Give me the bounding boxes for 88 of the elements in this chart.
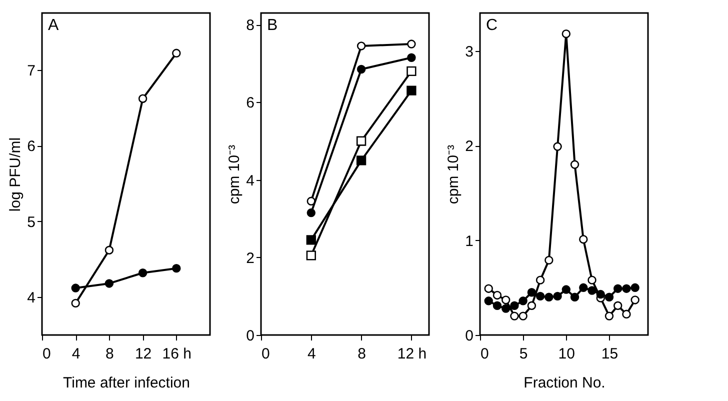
- point: [553, 292, 562, 301]
- point: [622, 284, 631, 293]
- x-tick-label: 12 h: [397, 346, 427, 362]
- y-tick-label: 3: [465, 43, 474, 60]
- point: [622, 310, 631, 319]
- point: [553, 142, 562, 151]
- point: [492, 301, 502, 310]
- point: [306, 208, 316, 218]
- point: [406, 86, 416, 96]
- y-tick-label: 4: [246, 172, 254, 190]
- x-tick-label: 10: [558, 346, 575, 362]
- point: [579, 234, 588, 244]
- point: [596, 290, 605, 299]
- y-tick-label: 0: [465, 328, 474, 344]
- point: [71, 284, 80, 292]
- point: [544, 256, 554, 265]
- point: [570, 160, 580, 169]
- y-tick-label: 6: [27, 138, 36, 156]
- point: [356, 136, 366, 146]
- point: [536, 276, 545, 284]
- point: [562, 29, 571, 38]
- point: [518, 312, 528, 320]
- point: [356, 156, 366, 166]
- y-tick-label: 0: [246, 328, 254, 344]
- point: [306, 235, 316, 245]
- annotation: C: [486, 17, 498, 34]
- y-axis-title: log PFU/ml: [7, 137, 24, 212]
- x-tick-label: 8: [106, 346, 114, 362]
- point: [604, 292, 614, 302]
- x-tick-label: 15: [601, 346, 618, 362]
- y-tick-label: 2: [465, 138, 474, 156]
- x-tick-label: 12: [134, 346, 152, 362]
- point: [501, 304, 510, 313]
- point: [527, 288, 536, 297]
- point: [407, 40, 416, 48]
- point: [407, 53, 416, 62]
- point: [356, 64, 366, 74]
- x-axis-title: Time after infection: [63, 374, 190, 392]
- x-tick-label: 8: [358, 346, 366, 362]
- point: [172, 264, 181, 273]
- point: [604, 312, 614, 320]
- point: [510, 301, 519, 310]
- point: [492, 290, 502, 300]
- x-tick-label: 4: [72, 346, 80, 362]
- y-tick-label: 4: [27, 290, 36, 307]
- point: [588, 276, 596, 284]
- y-axis-title: cpm 10⁻³: [445, 144, 462, 204]
- y-tick-label: 7: [27, 62, 36, 80]
- point: [484, 284, 493, 293]
- y-tick-label: 2: [246, 250, 254, 267]
- point: [104, 246, 114, 254]
- x-tick-label: 0: [42, 346, 51, 362]
- point: [630, 283, 640, 292]
- point: [518, 296, 528, 306]
- point: [544, 292, 554, 302]
- y-axis-title: cpm 10⁻³: [226, 144, 244, 204]
- point: [588, 286, 596, 295]
- point: [104, 279, 114, 288]
- point: [536, 292, 545, 301]
- point: [484, 296, 493, 306]
- y-tick-label: 1: [465, 232, 474, 250]
- point: [71, 298, 80, 308]
- point: [527, 301, 536, 310]
- y-tick-label: 6: [246, 94, 254, 112]
- point: [630, 296, 640, 304]
- point: [613, 284, 622, 293]
- point: [356, 42, 366, 50]
- point: [579, 283, 588, 292]
- x-tick-label: 4: [307, 346, 316, 362]
- x-axis-title: Fraction No.: [524, 374, 606, 392]
- point: [613, 301, 622, 310]
- point: [570, 292, 580, 302]
- y-tick-label: 8: [246, 17, 254, 34]
- point: [138, 268, 148, 278]
- point: [306, 250, 316, 260]
- point: [172, 48, 181, 58]
- point: [501, 296, 510, 304]
- point: [562, 285, 571, 294]
- x-tick-label: 16 h: [162, 346, 192, 362]
- annotation: B: [267, 17, 278, 34]
- point: [510, 312, 519, 320]
- x-tick-label: 5: [519, 346, 528, 362]
- x-tick-label: 0: [262, 346, 270, 362]
- annotation: A: [48, 17, 59, 34]
- point: [406, 66, 416, 76]
- point: [138, 94, 148, 103]
- x-tick-label: 0: [480, 346, 489, 362]
- y-tick-label: 5: [27, 214, 36, 231]
